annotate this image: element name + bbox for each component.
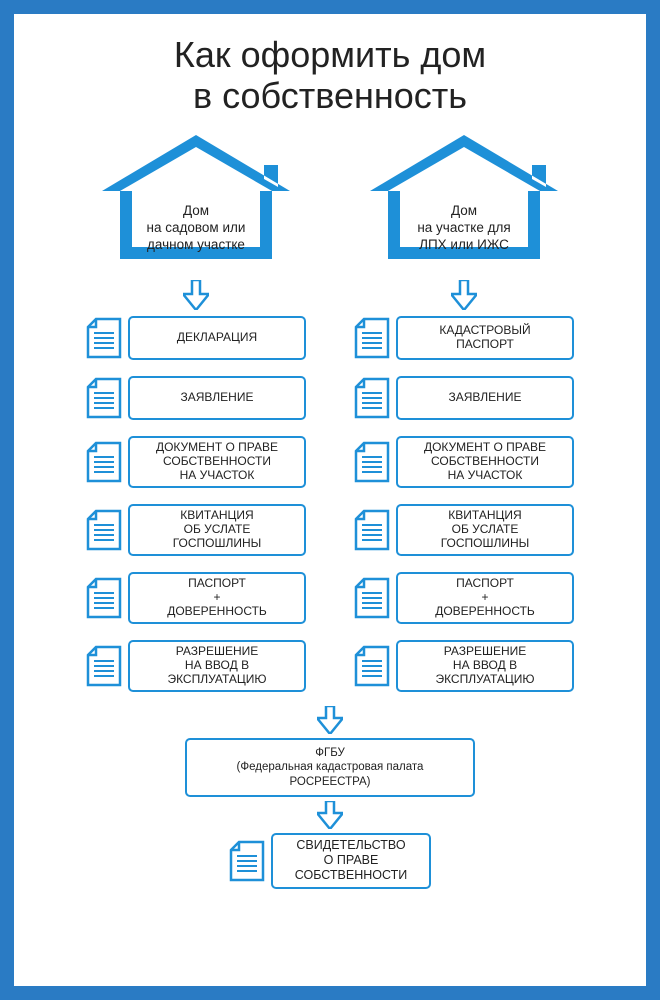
step-box: РАЗРЕШЕНИЕНА ВВОД ВЭКСПЛУАТАЦИЮ — [128, 640, 306, 692]
step-item: РАЗРЕШЕНИЕНА ВВОД ВЭКСПЛУАТАЦИЮ — [354, 638, 574, 694]
steps-left: ДЕКЛАРАЦИЯ ЗАЯВЛЕНИЕ ДОКУМЕНТ О ПРАВЕСОБСТ… — [86, 314, 306, 706]
document-icon — [86, 509, 122, 551]
fgbu-line3: РОСРЕЕСТРА) — [289, 776, 370, 788]
columns-container: Домна садовом илидачном участке ДЕКЛАРАЦ… — [14, 129, 646, 706]
step-box: ЗАЯВЛЕНИЕ — [128, 376, 306, 420]
column-left: Домна садовом илидачном участке ДЕКЛАРАЦ… — [86, 129, 306, 706]
document-icon — [354, 577, 390, 619]
step-box: КВИТАНЦИЯОБ УСЛАТЕГОСПОШЛИНЫ — [396, 504, 574, 556]
house-left: Домна садовом илидачном участке — [96, 129, 296, 274]
step-box: ДОКУМЕНТ О ПРАВЕСОБСТВЕННОСТИНА УЧАСТОК — [128, 436, 306, 488]
step-item: ЗАЯВЛЕНИЕ — [354, 374, 574, 422]
house-label-left: Домна садовом илидачном участке — [126, 203, 266, 254]
step-item: КАДАСТРОВЫЙПАСПОРТ — [354, 314, 574, 362]
fgbu-line1: ФГБУ — [315, 747, 345, 759]
document-icon — [229, 840, 265, 882]
document-icon — [354, 645, 390, 687]
step-item: ДОКУМЕНТ О ПРАВЕСОБСТВЕННОСТИНА УЧАСТОК — [86, 434, 306, 490]
step-item: ПАСПОРТ+ДОВЕРЕННОСТЬ — [86, 570, 306, 626]
page-title: Как оформить дом в собственность — [14, 14, 646, 117]
arrow-down-icon — [451, 280, 477, 310]
document-icon — [354, 509, 390, 551]
infographic-page: Как оформить дом в собственность Домна с… — [14, 14, 646, 986]
step-item: РАЗРЕШЕНИЕНА ВВОД ВЭКСПЛУАТАЦИЮ — [86, 638, 306, 694]
final-step: СВИДЕТЕЛЬСТВОО ПРАВЕСОБСТВЕННОСТИ — [229, 833, 431, 889]
document-icon — [354, 317, 390, 359]
arrow-down-icon — [317, 801, 343, 829]
document-icon — [86, 645, 122, 687]
step-box: ДОКУМЕНТ О ПРАВЕСОБСТВЕННОСТИНА УЧАСТОК — [396, 436, 574, 488]
step-item: ЗАЯВЛЕНИЕ — [86, 374, 306, 422]
document-icon — [86, 317, 122, 359]
step-item: КВИТАНЦИЯОБ УСЛАТЕГОСПОШЛИНЫ — [86, 502, 306, 558]
title-line-1: Как оформить дом — [174, 34, 486, 75]
document-icon — [86, 377, 122, 419]
step-box: ЗАЯВЛЕНИЕ — [396, 376, 574, 420]
fgbu-box: ФГБУ (Федеральная кадастровая палата РОС… — [185, 738, 475, 797]
arrow-down-icon — [183, 280, 209, 310]
step-box: КВИТАНЦИЯОБ УСЛАТЕГОСПОШЛИНЫ — [128, 504, 306, 556]
document-icon — [86, 577, 122, 619]
step-box: ПАСПОРТ+ДОВЕРЕННОСТЬ — [396, 572, 574, 624]
step-box: КАДАСТРОВЫЙПАСПОРТ — [396, 316, 574, 360]
document-icon — [354, 441, 390, 483]
step-item: ПАСПОРТ+ДОВЕРЕННОСТЬ — [354, 570, 574, 626]
document-icon — [354, 377, 390, 419]
arrow-down-icon — [317, 706, 343, 734]
steps-right: КАДАСТРОВЫЙПАСПОРТ ЗАЯВЛЕНИЕ ДОКУМЕНТ О ПР… — [354, 314, 574, 706]
house-right: Домна участке дляЛПХ или ИЖС — [364, 129, 564, 274]
step-box: ПАСПОРТ+ДОВЕРЕННОСТЬ — [128, 572, 306, 624]
step-item: ДОКУМЕНТ О ПРАВЕСОБСТВЕННОСТИНА УЧАСТОК — [354, 434, 574, 490]
document-icon — [86, 441, 122, 483]
step-box: ДЕКЛАРАЦИЯ — [128, 316, 306, 360]
step-item: ДЕКЛАРАЦИЯ — [86, 314, 306, 362]
step-item: КВИТАНЦИЯОБ УСЛАТЕГОСПОШЛИНЫ — [354, 502, 574, 558]
final-box: СВИДЕТЕЛЬСТВОО ПРАВЕСОБСТВЕННОСТИ — [271, 833, 431, 889]
bottom-area: ФГБУ (Федеральная кадастровая палата РОС… — [14, 700, 646, 889]
step-box: РАЗРЕШЕНИЕНА ВВОД ВЭКСПЛУАТАЦИЮ — [396, 640, 574, 692]
house-label-right: Домна участке дляЛПХ или ИЖС — [394, 203, 534, 254]
title-line-2: в собственность — [193, 75, 467, 116]
column-right: Домна участке дляЛПХ или ИЖС КАДАСТРОВЫЙ… — [354, 129, 574, 706]
fgbu-line2: (Федеральная кадастровая палата — [237, 761, 424, 773]
